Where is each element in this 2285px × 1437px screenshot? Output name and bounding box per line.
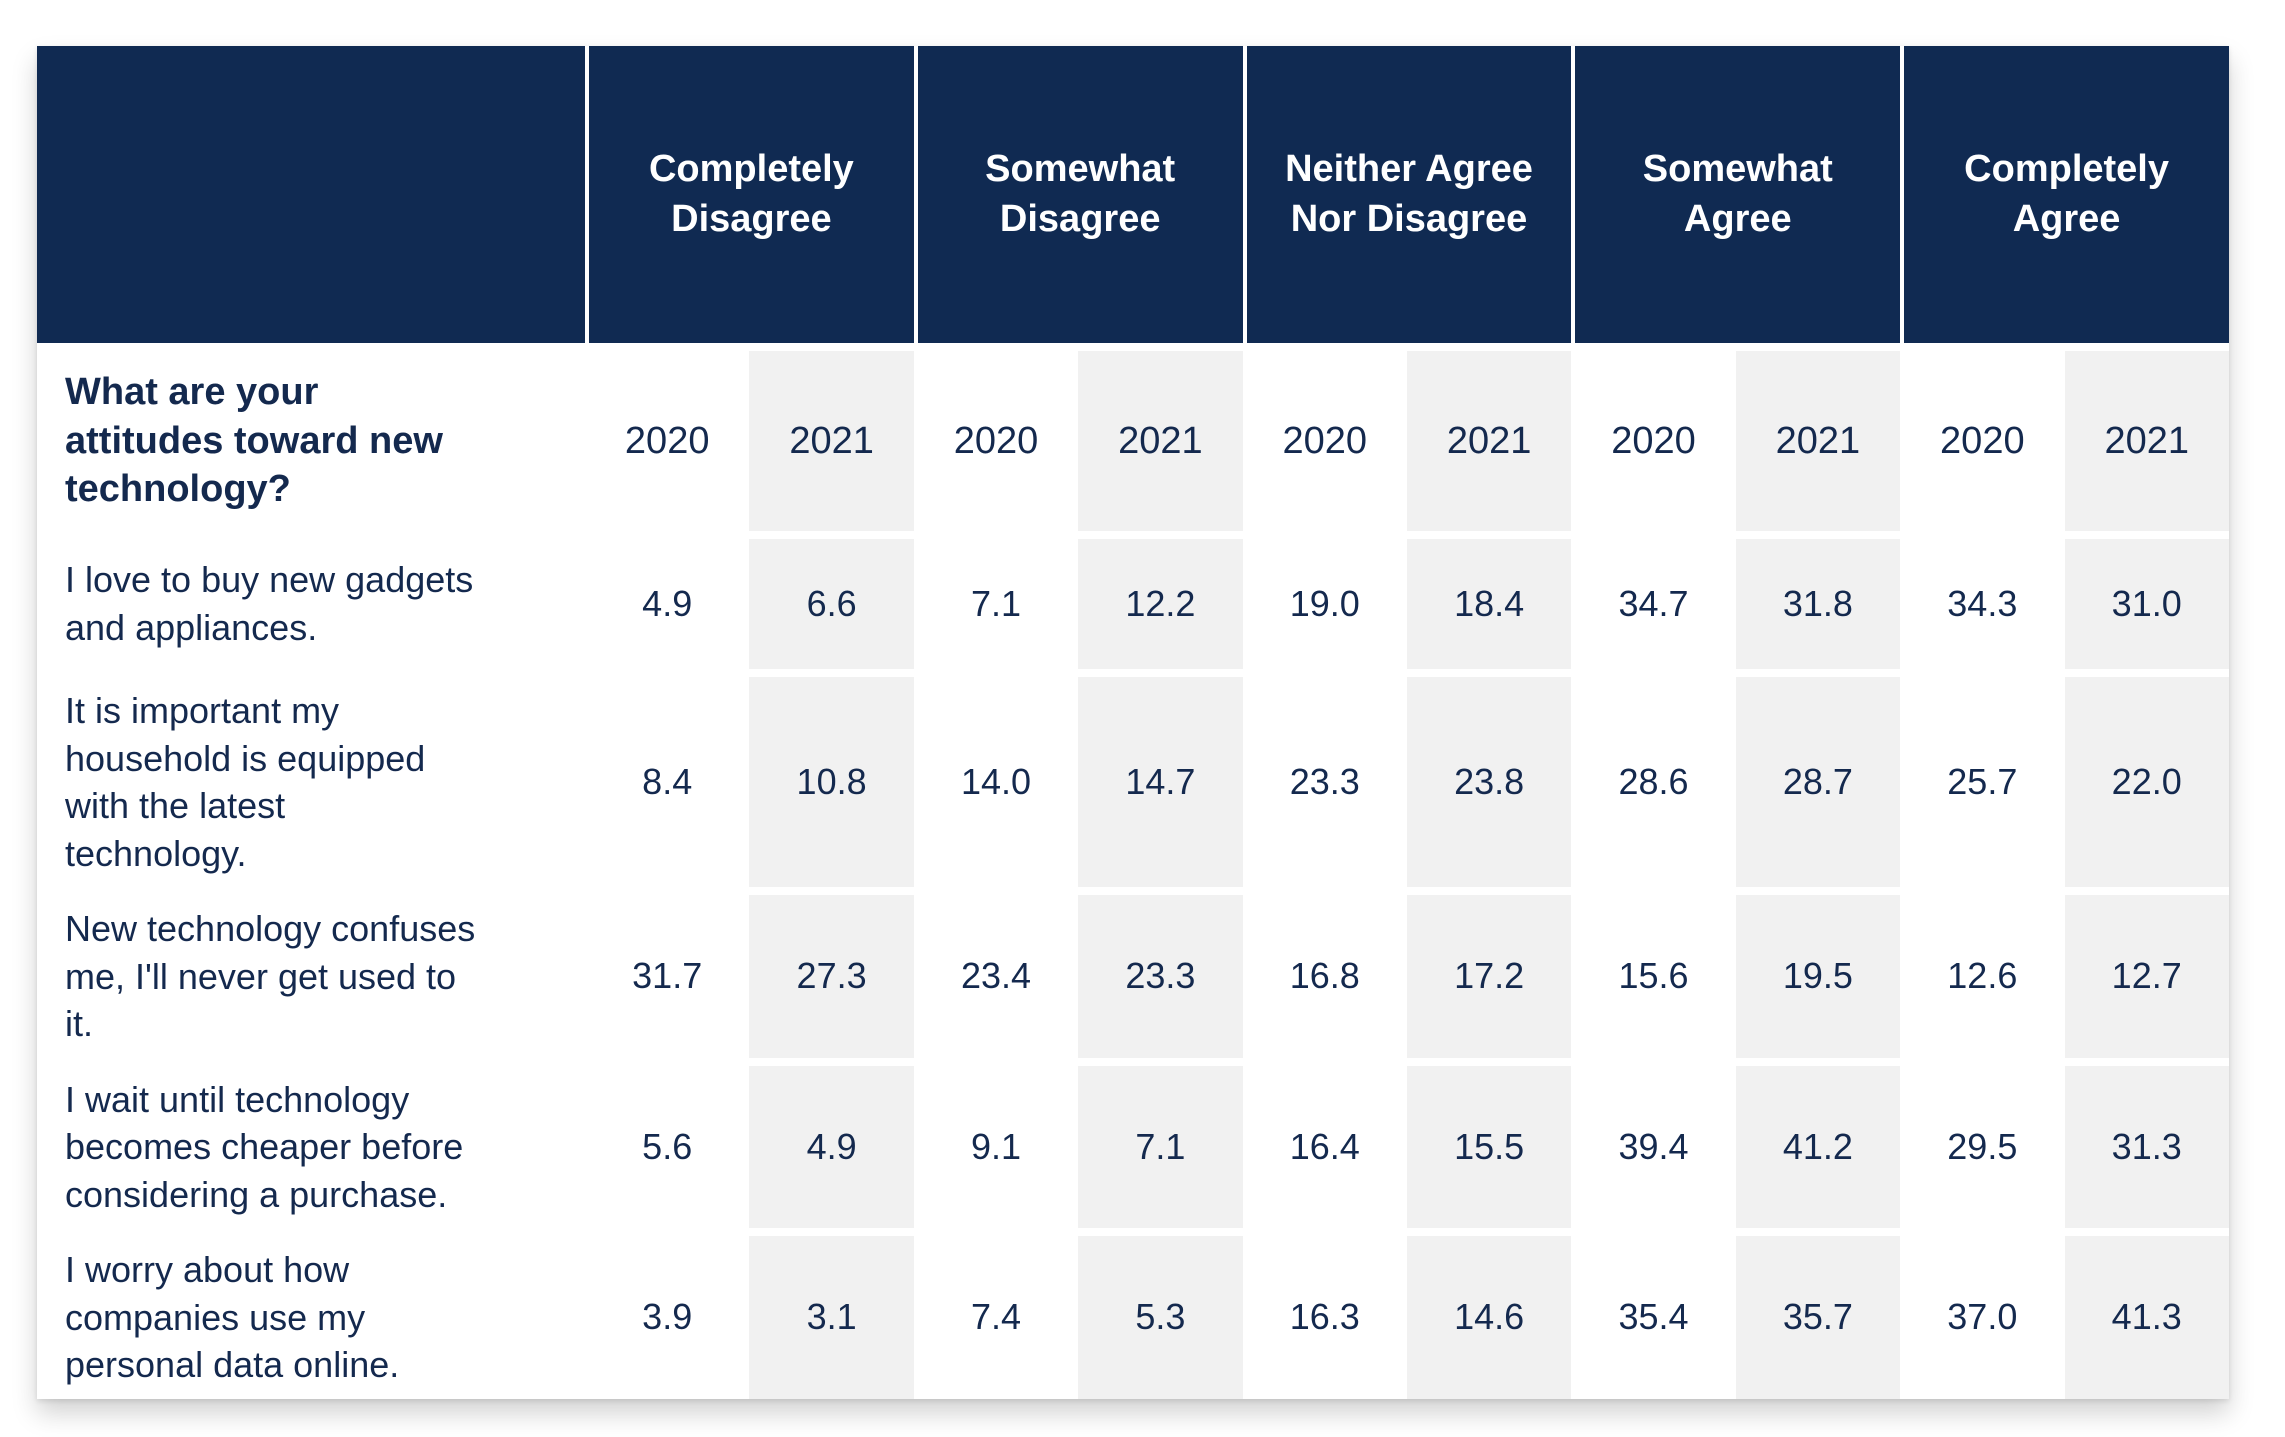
table-header-row: Completely Disagree Somewhat Disagree Ne…	[37, 46, 2229, 343]
year-cell-2021: 2021	[749, 351, 914, 531]
header-col-somewhat-disagree: Somewhat Disagree	[913, 46, 1243, 343]
value-cell: 34.3	[1947, 583, 2018, 624]
value-cell: 12.6	[1947, 955, 2018, 997]
value-cell: 19.0	[1289, 583, 1360, 624]
year-cell-2020: 2020	[1282, 419, 1368, 462]
value-cell: 39.4	[1618, 1125, 1689, 1167]
value-cell: 14.0	[960, 761, 1032, 803]
table-row-personal-data: I worry about how companies use my perso…	[37, 1236, 2229, 1399]
header-col-neither-agree-nor-disagree: Neither Agree Nor Disagree	[1242, 46, 1572, 343]
value-cell: 23.4	[960, 955, 1032, 997]
value-cell: 35.7	[1735, 1236, 1901, 1399]
value-cell: 41.2	[1735, 1065, 1901, 1229]
year-cell-2021: 2021	[1406, 351, 1572, 531]
value-cell: 4.9	[642, 583, 693, 624]
value-cell: 34.7	[1618, 583, 1689, 624]
row-label: It is important my household is equipped…	[65, 690, 426, 874]
row-label: I wait until technology becomes cheaper …	[65, 1078, 464, 1215]
value-cell: 12.7	[2064, 895, 2229, 1058]
table-row-cheaper: I wait until technology becomes cheaper …	[37, 1065, 2229, 1229]
value-cell: 17.2	[1406, 895, 1572, 1058]
value-cell: 3.1	[749, 1236, 914, 1399]
table-row-gadgets: I love to buy new gadgets and appliances…	[37, 539, 2229, 669]
value-cell: 41.3	[2064, 1236, 2229, 1399]
subheader-row: What are your attitudes toward new techn…	[37, 351, 2229, 531]
value-cell: 23.3	[1078, 895, 1243, 1058]
value-cell: 35.4	[1618, 1296, 1689, 1338]
year-cell-2021: 2021	[2064, 351, 2229, 531]
table-row-household: It is important my household is equipped…	[37, 677, 2229, 888]
value-cell: 6.6	[749, 539, 914, 669]
value-cell: 14.7	[1078, 677, 1243, 888]
value-cell: 22.0	[2064, 677, 2229, 888]
value-cell: 29.5	[1947, 1125, 2018, 1167]
value-cell: 15.6	[1618, 955, 1689, 997]
value-cell: 19.5	[1735, 895, 1901, 1058]
year-cell-2021: 2021	[1078, 351, 1243, 531]
value-cell: 5.3	[1078, 1236, 1243, 1399]
table-question: What are your attitudes toward new techn…	[65, 371, 443, 511]
value-cell: 18.4	[1406, 539, 1572, 669]
year-cell-2020: 2020	[953, 419, 1039, 462]
year-cell-2020: 2020	[1940, 419, 2025, 462]
value-cell: 31.7	[632, 955, 703, 997]
row-label: New technology confuses me, I'll never g…	[65, 908, 476, 1045]
value-cell: 5.6	[642, 1125, 693, 1167]
value-cell: 27.3	[749, 895, 914, 1058]
value-cell: 16.4	[1289, 1125, 1360, 1167]
value-cell: 31.8	[1735, 539, 1901, 669]
header-col-completely-agree: Completely Agree	[1900, 46, 2229, 343]
value-cell: 9.1	[970, 1125, 1021, 1167]
table-row-confuses: New technology confuses me, I'll never g…	[37, 895, 2229, 1058]
value-cell: 28.6	[1618, 761, 1689, 803]
value-cell: 12.2	[1078, 539, 1243, 669]
value-cell: 10.8	[749, 677, 914, 888]
value-cell: 23.8	[1406, 677, 1572, 888]
value-cell: 7.1	[970, 583, 1021, 624]
value-cell: 37.0	[1947, 1296, 2018, 1338]
value-cell: 7.4	[970, 1296, 1021, 1338]
value-cell: 16.3	[1289, 1296, 1360, 1338]
header-col-completely-disagree: Completely Disagree	[585, 46, 914, 343]
value-cell: 23.3	[1289, 761, 1360, 803]
row-label: I worry about how companies use my perso…	[65, 1249, 400, 1386]
value-cell: 25.7	[1947, 761, 2018, 803]
year-cell-2020: 2020	[624, 419, 710, 462]
value-cell: 3.9	[642, 1296, 693, 1338]
value-cell: 15.5	[1406, 1065, 1572, 1229]
year-cell-2020: 2020	[1611, 419, 1696, 462]
value-cell: 4.9	[749, 1065, 914, 1229]
value-cell: 8.4	[642, 761, 693, 803]
header-spacer-cell	[37, 46, 585, 343]
table-body: What are your attitudes toward new techn…	[37, 343, 2229, 1399]
header-col-somewhat-agree: Somewhat Agree	[1571, 46, 1901, 343]
value-cell: 16.8	[1289, 955, 1360, 997]
value-cell: 31.3	[2064, 1065, 2229, 1229]
attitudes-survey-table: Completely Disagree Somewhat Disagree Ne…	[37, 46, 2229, 1399]
value-cell: 28.7	[1735, 677, 1901, 888]
value-cell: 31.0	[2064, 539, 2229, 669]
value-cell: 7.1	[1078, 1065, 1243, 1229]
value-cell: 14.6	[1406, 1236, 1572, 1399]
year-cell-2021: 2021	[1735, 351, 1901, 531]
row-label: I love to buy new gadgets and appliances…	[65, 559, 474, 648]
